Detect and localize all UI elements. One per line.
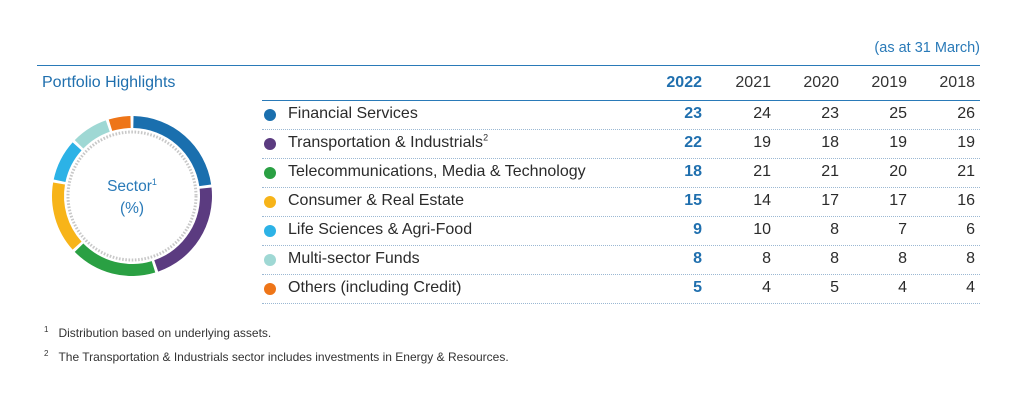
- donut-label-title: Sector: [107, 178, 152, 195]
- value-cell-2020: 17: [821, 192, 839, 209]
- legend-dot: [264, 225, 276, 237]
- value-cell-2022: 15: [684, 192, 702, 209]
- footnote-2-number: 2: [44, 349, 49, 358]
- value-cell-2018: 19: [957, 134, 975, 151]
- value-cell-2019: 19: [889, 134, 907, 151]
- value-cell-2019: 7: [898, 221, 907, 238]
- legend-dot: [264, 283, 276, 295]
- year-header-2019: 2019: [871, 74, 907, 91]
- table-row: Others (including Credit) 5 4 5 4 4: [262, 274, 980, 304]
- year-header-2018: 2018: [939, 74, 975, 91]
- value-cell-2021: 14: [753, 192, 771, 209]
- legend-dot: [264, 138, 276, 150]
- footnote-1-text: Distribution based on underlying assets.: [58, 326, 272, 340]
- legend-dot: [264, 167, 276, 179]
- sector-name: Consumer & Real Estate: [288, 192, 465, 209]
- value-cell-2020: 8: [830, 221, 839, 238]
- footnote-1: 1 Distribution based on underlying assets…: [44, 325, 272, 341]
- value-cell-2022: 5: [693, 279, 702, 296]
- value-cell-2021: 4: [762, 279, 771, 296]
- table-header: 2022 2021 2020 2019 2018: [262, 70, 980, 101]
- year-header-2020: 2020: [803, 74, 839, 91]
- sector-name: Life Sciences & Agri-Food: [288, 221, 473, 238]
- value-cell-2018: 26: [957, 105, 975, 122]
- value-cell-2019: 20: [889, 163, 907, 180]
- donut-label-footnote-ref: 1: [151, 176, 157, 187]
- sector-donut-chart: [52, 116, 213, 276]
- sector-name: Telecommunications, Media & Technology: [288, 163, 586, 180]
- donut-slice-multi-sector-funds: [74, 120, 110, 149]
- year-header-2022: 2022: [666, 74, 702, 91]
- value-cell-2019: 8: [898, 250, 907, 267]
- value-cell-2022: 23: [684, 105, 702, 122]
- value-cell-2019: 17: [889, 192, 907, 209]
- table-row: Transportation & Industrials2 22 19 18 19 19: [262, 129, 980, 159]
- donut-slice-others-including-credit: [108, 116, 131, 131]
- value-cell-2022: 18: [684, 163, 702, 180]
- table-row: Financial Services 23 24 23 25 26: [262, 100, 980, 130]
- legend-dot: [264, 196, 276, 208]
- donut-label-unit: (%): [119, 200, 145, 217]
- donut-slice-consumer-real-estate: [52, 182, 82, 250]
- value-cell-2018: 16: [957, 192, 975, 209]
- value-cell-2021: 19: [753, 134, 771, 151]
- portfolio-title: Portfolio Highlights: [42, 74, 176, 91]
- donut-slice-financial-services: [133, 116, 212, 187]
- legend-dot: [264, 254, 276, 266]
- table-row: Telecommunications, Media & Technology 18…: [262, 158, 980, 188]
- value-cell-2022: 8: [693, 250, 702, 267]
- value-cell-2021: 24: [753, 105, 771, 122]
- footnote-2-text: The Transportation & Industrials sector …: [58, 350, 509, 364]
- sector-label: Life Sciences & Agri-Food: [288, 221, 472, 239]
- footnote-2: 2 The Transportation & Industrials sector…: [44, 349, 509, 365]
- value-cell-2018: 4: [966, 279, 975, 296]
- table-row: Multi-sector Funds 8 8 8 8 8: [262, 245, 980, 275]
- value-cell-2022: 22: [684, 134, 702, 151]
- year-header-2021: 2021: [735, 74, 771, 91]
- donut-slice-telecommunications-media-technology: [74, 243, 156, 276]
- sector-label: Multi-sector Funds: [288, 250, 420, 268]
- value-cell-2020: 23: [821, 105, 839, 122]
- value-cell-2020: 5: [830, 279, 839, 296]
- as-at-note: (as at 31 March): [874, 40, 980, 56]
- value-cell-2021: 10: [753, 221, 771, 238]
- sector-name: Transportation & Industrials: [288, 134, 484, 151]
- value-cell-2019: 25: [889, 105, 907, 122]
- sector-label: Transportation & Industrials2: [288, 132, 489, 152]
- footnote-ref: 2: [483, 132, 489, 143]
- donut-inner-dotted-ring: [66, 130, 198, 262]
- donut-center-label: Sector1 (%): [80, 176, 184, 220]
- sector-name: Multi-sector Funds: [288, 250, 420, 267]
- value-cell-2018: 6: [966, 221, 975, 238]
- value-cell-2020: 8: [830, 250, 839, 267]
- sector-label: Consumer & Real Estate: [288, 192, 464, 210]
- value-cell-2020: 18: [821, 134, 839, 151]
- footnote-1-number: 1: [44, 325, 49, 334]
- value-cell-2019: 4: [898, 279, 907, 296]
- value-cell-2018: 8: [966, 250, 975, 267]
- table-row: Life Sciences & Agri-Food 9 10 8 7 6: [262, 216, 980, 246]
- sector-label: Financial Services: [288, 105, 418, 123]
- value-cell-2021: 8: [762, 250, 771, 267]
- value-cell-2022: 9: [693, 221, 702, 238]
- header-rule: [37, 65, 980, 66]
- sector-name: Others (including Credit): [288, 279, 462, 296]
- donut-slice-life-sciences-agri-food: [53, 142, 82, 182]
- legend-dot: [264, 109, 276, 121]
- value-cell-2021: 21: [753, 163, 771, 180]
- sector-name: Financial Services: [288, 105, 418, 122]
- value-cell-2018: 21: [957, 163, 975, 180]
- table-row: Consumer & Real Estate 15 14 17 17 16: [262, 187, 980, 217]
- donut-slice-transportation-industrials: [154, 187, 213, 272]
- sector-label: Others (including Credit): [288, 279, 461, 297]
- value-cell-2020: 21: [821, 163, 839, 180]
- sector-label: Telecommunications, Media & Technology: [288, 163, 586, 181]
